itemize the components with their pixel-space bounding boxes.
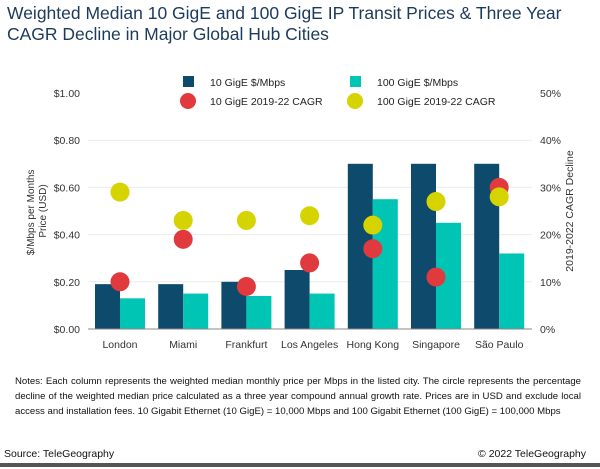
legend-label: 100 GigE $/Mbps	[377, 77, 458, 89]
bar-100gige	[499, 253, 525, 329]
dot-100gige-cagr	[489, 187, 509, 207]
y-tick-label: $0.20	[54, 277, 80, 289]
chart: $0.00 $0.20 $0.40 $0.60 $0.80 $1.00 0% 10% 20% 3…	[26, 76, 576, 351]
bar-100gige	[120, 298, 145, 329]
copyright-text: © 2022 TeleGeography	[478, 448, 586, 460]
bar-10gige	[411, 163, 436, 329]
legend-swatch	[183, 76, 194, 87]
y2-tick-label: 30%	[540, 182, 561, 194]
dot-10gige-cagr	[363, 239, 383, 259]
legend-label: 10 GigE $/Mbps	[210, 77, 285, 89]
y2-axis-ticks: 0% 10% 20% 30% 40% 50%	[540, 88, 561, 336]
bar-100gige	[309, 293, 335, 329]
bar-10gige	[158, 284, 184, 329]
x-tick-label: São Paulo	[475, 339, 524, 351]
x-tick-label: Singapore	[412, 339, 460, 351]
x-axis-ticks: London Miami Frankfurt Los Angeles Hong Kong…	[102, 339, 523, 351]
legend-swatch	[180, 93, 196, 109]
source-text: Source: TeleGeography	[4, 448, 115, 460]
legend: 10 GigE $/Mbps 100 GigE $/Mbps 10 GigE 201…	[180, 76, 496, 109]
y2-tick-label: 20%	[540, 230, 561, 242]
dot-10gige-cagr	[236, 277, 256, 297]
y-tick-label: $0.80	[54, 135, 80, 147]
x-tick-label: Frankfurt	[225, 339, 267, 351]
legend-label: 10 GigE 2019-22 CAGR	[210, 96, 323, 108]
x-tick-label: London	[102, 339, 137, 351]
y-axis-ticks: $0.00 $0.20 $0.40 $0.60 $0.80 $1.00	[54, 88, 80, 336]
bar-100gige	[183, 293, 209, 329]
y-tick-label: $0.40	[54, 230, 80, 242]
bar-100gige	[246, 295, 272, 329]
dot-10gige-cagr	[173, 229, 193, 249]
y-axis-label: $/Mbps per Months Price (USD)	[26, 167, 49, 255]
legend-swatch	[347, 93, 363, 109]
chart-title: Weighted Median 10 GigE and 100 GigE IP …	[7, 3, 562, 44]
y2-tick-label: 0%	[540, 324, 555, 336]
dot-10gige-cagr	[426, 267, 446, 287]
y-tick-label: $1.00	[54, 88, 80, 100]
bottom-divider	[0, 463, 600, 467]
y2-tick-label: 10%	[540, 277, 561, 289]
x-tick-label: Miami	[169, 339, 197, 351]
x-tick-label: Los Angeles	[281, 339, 338, 351]
notes-text: Notes: Each column represents the weight…	[15, 376, 581, 417]
dot-10gige-cagr	[300, 253, 320, 273]
dot-10gige-cagr	[110, 272, 130, 292]
dot-100gige-cagr	[173, 210, 193, 230]
bars	[95, 163, 525, 329]
dot-100gige-cagr	[300, 206, 320, 226]
y-tick-label: $0.60	[54, 182, 80, 194]
y-tick-label: $0.00	[54, 324, 80, 336]
bar-10gige	[284, 270, 310, 329]
y2-tick-label: 40%	[540, 135, 561, 147]
bar-10gige	[95, 284, 120, 329]
dot-100gige-cagr	[363, 215, 383, 235]
x-tick-label: Hong Kong	[347, 339, 400, 351]
y2-tick-label: 50%	[540, 88, 561, 100]
dot-100gige-cagr	[236, 210, 256, 230]
dot-100gige-cagr	[110, 182, 130, 202]
legend-label: 100 GigE 2019-22 CAGR	[377, 96, 496, 108]
dots	[110, 177, 509, 297]
legend-swatch	[350, 76, 361, 87]
dot-100gige-cagr	[426, 192, 446, 212]
y2-axis-label: 2019-2022 CAGR Decline	[564, 150, 576, 272]
